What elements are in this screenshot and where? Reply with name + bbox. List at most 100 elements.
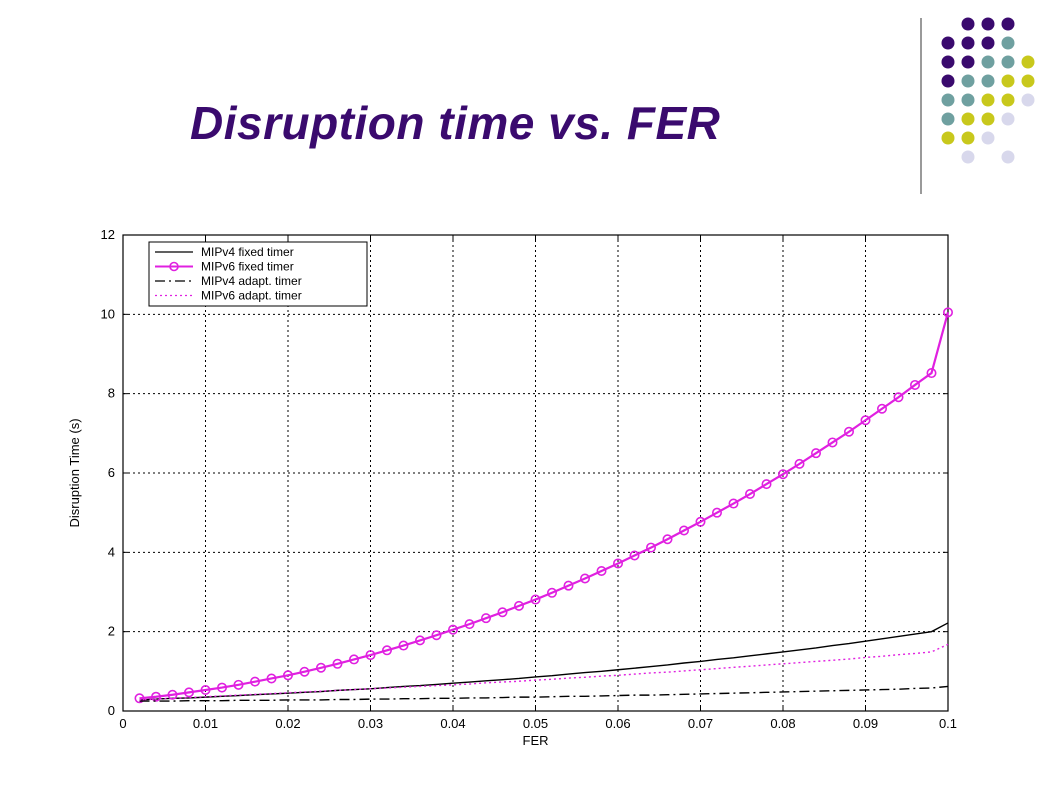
data-point: [678, 525, 689, 536]
data-point: [860, 415, 871, 426]
x-tick-label: 0.01: [193, 716, 218, 731]
series-line: [139, 685, 949, 702]
decor-dot: [961, 150, 975, 164]
decor-dot: [961, 93, 975, 107]
data-point: [299, 666, 310, 677]
disruption-time-chart: 0 0.01 0.02 0.03 0.04 0.05 0.06 0.07 0.08 0.09 0.1…: [67, 227, 958, 748]
y-tick-label: 2: [108, 624, 115, 639]
data-point: [513, 600, 524, 611]
data-point: [629, 550, 640, 561]
data-point: [728, 498, 739, 509]
chart-grid: [123, 235, 948, 711]
data-point: [761, 479, 772, 490]
decor-dot: [941, 112, 955, 126]
data-point: [167, 689, 178, 700]
y-tick-label: 6: [108, 465, 115, 480]
decor-dot: [961, 36, 975, 50]
data-point: [662, 534, 673, 545]
decor-dot: [981, 55, 995, 69]
decor-dot: [961, 17, 975, 31]
data-point: [926, 368, 937, 379]
decorative-dot-grid: [941, 17, 1035, 164]
decor-dot: [1001, 17, 1015, 31]
data-point: [777, 469, 788, 480]
data-point: [200, 684, 211, 695]
decor-dot: [981, 93, 995, 107]
data-point: [332, 658, 343, 669]
decor-dot: [941, 131, 955, 145]
y-tick-label: 0: [108, 703, 115, 718]
data-point: [546, 587, 557, 598]
decor-dot: [981, 74, 995, 88]
data-point: [464, 619, 475, 630]
data-point: [744, 489, 755, 500]
data-point: [827, 437, 838, 448]
data-point: [431, 630, 442, 641]
x-tick-label: 0.05: [523, 716, 548, 731]
decor-dot: [961, 74, 975, 88]
data-point: [134, 693, 145, 704]
data-point: [893, 392, 904, 403]
decor-dot: [981, 112, 995, 126]
data-point: [447, 624, 458, 635]
data-point: [348, 654, 359, 665]
x-tick-label: 0.06: [605, 716, 630, 731]
decor-dot: [1001, 55, 1015, 69]
data-point: [612, 558, 623, 569]
data-point: [876, 403, 887, 414]
data-point: [563, 580, 574, 591]
data-point: [414, 635, 425, 646]
x-tick-label: 0.08: [770, 716, 795, 731]
decor-dot: [1001, 112, 1015, 126]
legend-label: MIPv6 fixed timer: [201, 260, 294, 274]
axis-ticks: 0 0.01 0.02 0.03 0.04 0.05 0.06 0.07 0.08 0.09 0.1…: [101, 227, 958, 731]
x-axis-label: FER: [523, 733, 549, 748]
data-point: [794, 458, 805, 469]
decorative-divider-line: [920, 18, 922, 194]
decor-dot: [941, 36, 955, 50]
x-tick-label: 0.09: [853, 716, 878, 731]
series-1: [139, 622, 949, 701]
data-point: [810, 448, 821, 459]
data-point: [579, 573, 590, 584]
x-tick-label: 0: [119, 716, 126, 731]
legend-label: MIPv4 adapt. timer: [201, 274, 302, 288]
decor-dot: [981, 17, 995, 31]
data-point: [283, 670, 294, 681]
decor-dot: [961, 131, 975, 145]
series-line: [139, 622, 949, 701]
x-tick-label: 0.1: [939, 716, 957, 731]
decor-dot: [941, 74, 955, 88]
data-point: [315, 662, 326, 673]
decor-dot: [981, 36, 995, 50]
legend-label: MIPv6 adapt. timer: [201, 289, 302, 303]
data-point: [184, 687, 195, 698]
legend-marker: [169, 261, 179, 272]
decor-dot: [1021, 93, 1035, 107]
slide-title: Disruption time vs. FER: [190, 97, 721, 149]
data-point: [398, 640, 409, 651]
y-tick-label: 4: [108, 544, 115, 559]
decor-dot: [1021, 55, 1035, 69]
data-point: [365, 650, 376, 661]
decor-dot: [1001, 74, 1015, 88]
legend-label: MIPv4 fixed timer: [201, 245, 294, 259]
data-point: [843, 426, 854, 437]
series-lines: [134, 307, 953, 704]
decor-dot: [1021, 74, 1035, 88]
series-2: [134, 307, 953, 704]
data-point: [596, 565, 607, 576]
x-tick-label: 0.07: [688, 716, 713, 731]
decor-dot: [941, 55, 955, 69]
y-axis-label: Disruption Time (s): [67, 418, 82, 527]
data-point: [695, 516, 706, 527]
data-point: [909, 379, 920, 390]
data-point: [530, 594, 541, 605]
decor-dot: [941, 93, 955, 107]
decor-dot: [981, 131, 995, 145]
y-tick-label: 12: [101, 227, 115, 242]
data-point: [151, 691, 162, 702]
decor-dot: [1001, 150, 1015, 164]
data-point: [942, 307, 953, 318]
